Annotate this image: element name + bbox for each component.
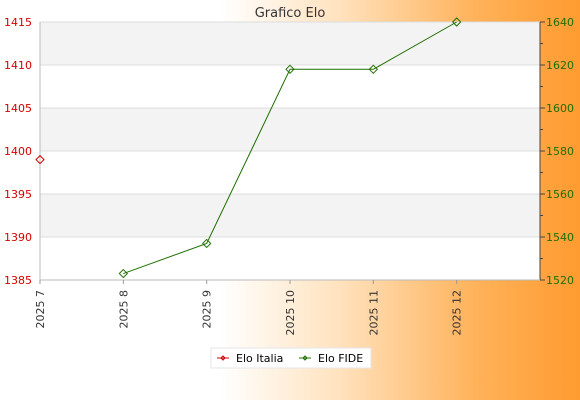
y-right-tick-label: 1540 — [546, 231, 574, 244]
grid-band — [40, 22, 540, 65]
y-left-tick-label: 1390 — [4, 231, 32, 244]
data-point — [451, 17, 462, 27]
grid-band — [40, 151, 540, 194]
y-left-tick-label: 1415 — [4, 16, 32, 29]
legend-label: Elo Italia — [236, 352, 283, 365]
x-tick-label: 2025 7 — [34, 290, 47, 329]
legend-box — [210, 347, 372, 369]
y-left-tick-label: 1385 — [4, 274, 32, 287]
x-tick-label: 2025 11 — [367, 290, 380, 336]
x-tick-label: 2025 8 — [117, 290, 130, 329]
data-point — [35, 154, 45, 165]
series-line — [123, 21, 457, 275]
data-point — [285, 64, 295, 75]
grid-band — [40, 194, 540, 237]
data-point — [118, 268, 129, 279]
grid-band — [40, 237, 540, 280]
x-tick-label: 2025 12 — [451, 290, 464, 336]
y-left-tick-label: 1405 — [4, 102, 32, 115]
y-right-tick-label: 1600 — [546, 102, 574, 115]
x-tick-label: 2025 10 — [284, 290, 297, 336]
y-left-tick-label: 1395 — [4, 188, 32, 201]
chart-title: Grafico Elo — [255, 6, 326, 21]
data-point — [368, 64, 379, 75]
grid-band — [40, 108, 540, 151]
legend-marker — [220, 355, 226, 361]
legend-label: Elo FIDE — [318, 352, 363, 365]
y-left-tick-label: 1410 — [4, 59, 32, 72]
x-tick-label: 2025 9 — [201, 290, 214, 329]
y-right-tick-label: 1520 — [546, 274, 574, 287]
y-right-tick-label: 1640 — [546, 16, 574, 29]
y-right-tick-label: 1580 — [546, 145, 574, 158]
data-point — [201, 238, 212, 249]
y-right-tick-label: 1560 — [546, 188, 574, 201]
y-left-tick-label: 1400 — [4, 145, 32, 158]
y-right-tick-label: 1620 — [546, 59, 574, 72]
legend-marker — [302, 355, 308, 361]
grid-band — [40, 65, 540, 108]
